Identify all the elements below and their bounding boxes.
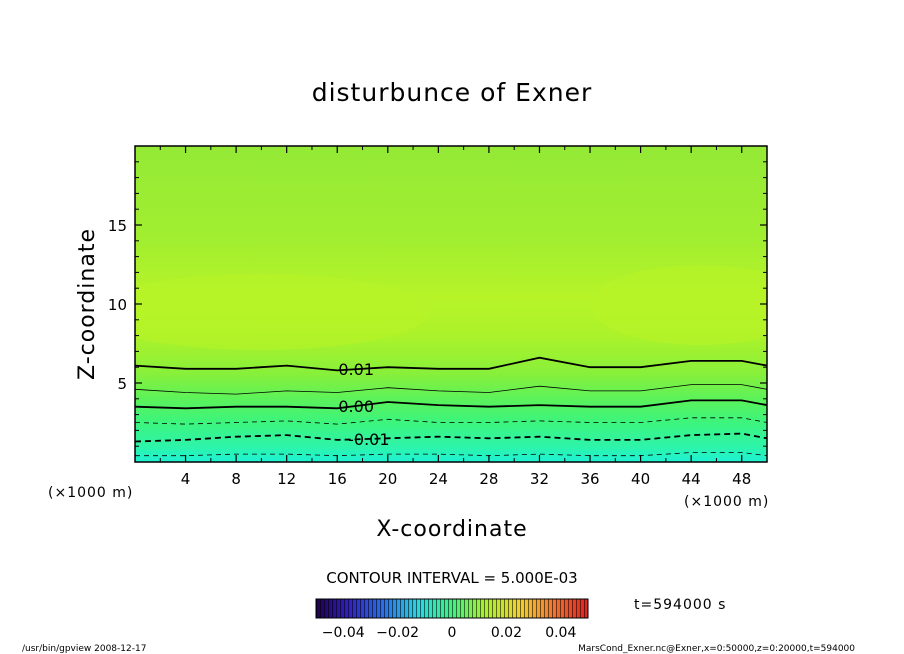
- colorbar-tick-labels: −0.04 −0.02 0 0.02 0.04: [322, 625, 577, 641]
- x-tick-label: 48: [732, 470, 751, 488]
- x-tick-label: 28: [479, 470, 498, 488]
- field-highlight-right: [590, 265, 767, 345]
- contour-line: [135, 384, 767, 395]
- time-label: t=594000 s: [634, 597, 726, 613]
- footer-left: /usr/bin/gpview 2008-12-17: [22, 644, 146, 654]
- colorbar-tick-label: −0.04: [322, 625, 365, 641]
- colorbar-frame: [315, 598, 589, 619]
- x-tick-label: 24: [429, 470, 448, 488]
- x-unit-left: (×1000 m): [48, 485, 133, 501]
- footer-right: MarsCond_Exner.nc@Exner,x=0:50000,z=0:20…: [578, 644, 855, 654]
- colorbar-tick-label: 0: [448, 625, 457, 641]
- contour-layer: 0.01 0.00 -0.01: [135, 356, 767, 457]
- plot-area: 0.01 0.00 -0.01: [135, 146, 767, 462]
- x-tick-label: 36: [580, 470, 599, 488]
- x-axis-label: X-coordinate: [376, 517, 527, 542]
- contour-interval-label: CONTOUR INTERVAL = 5.000E-03: [326, 569, 577, 587]
- y-axis-label: Z-coordinate: [75, 228, 100, 380]
- colorbar-stripes: [316, 599, 588, 618]
- x-tick-label: 4: [181, 470, 191, 488]
- field-highlight-left: [135, 274, 430, 350]
- contour-line: [135, 452, 767, 457]
- x-tick-label: 12: [277, 470, 296, 488]
- colorbar-tick-label: 0.04: [545, 625, 576, 641]
- y-tick-label: 5: [117, 375, 127, 393]
- contour-label: 0.01: [338, 360, 374, 379]
- x-tick-label: 40: [631, 470, 650, 488]
- x-tick-label: 44: [682, 470, 701, 488]
- x-unit-right: (×1000 m): [684, 494, 769, 510]
- contour-label: -0.01: [348, 430, 389, 449]
- contour-line: [135, 356, 767, 372]
- contour-label: 0.00: [338, 397, 374, 416]
- colorbar: −0.04 −0.02 0 0.02 0.04: [315, 598, 589, 641]
- colorbar-tick-label: −0.02: [376, 625, 419, 641]
- x-tick-label: 16: [328, 470, 347, 488]
- y-tick-label: 15: [108, 217, 127, 235]
- x-tick-label: 32: [530, 470, 549, 488]
- contour-line: [135, 417, 767, 425]
- x-tick-label: 8: [231, 470, 241, 488]
- chart-title: disturbunce of Exner: [312, 78, 593, 107]
- y-tick-label: 10: [108, 296, 127, 314]
- contour-line: [135, 399, 767, 410]
- x-tick-label: 20: [378, 470, 397, 488]
- colorbar-tick-label: 0.02: [491, 625, 522, 641]
